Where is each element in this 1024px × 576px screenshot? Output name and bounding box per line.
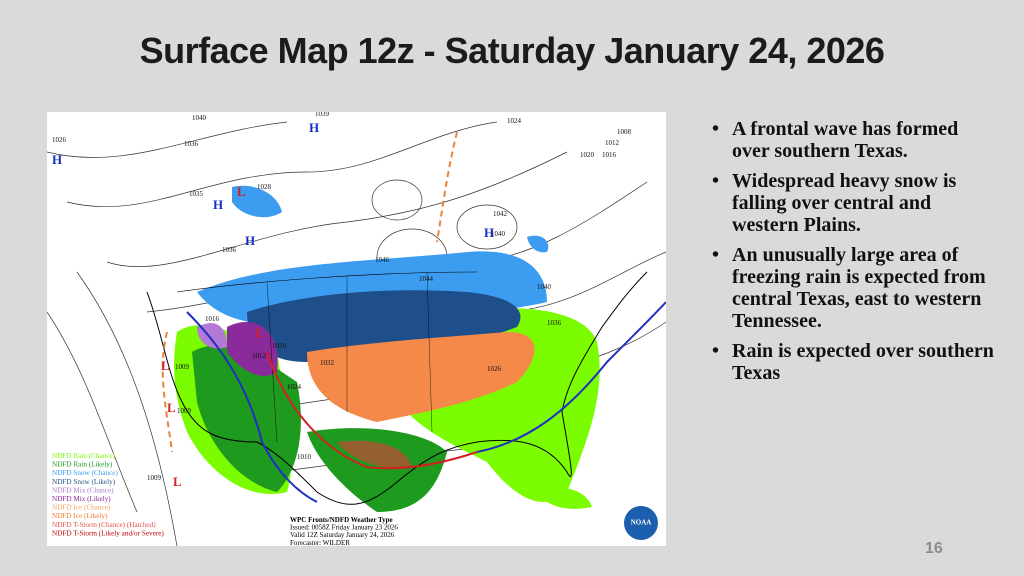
pressure-label: 1036 [222, 246, 237, 254]
pressure-label: 1040 [491, 230, 506, 238]
pressure-label: 1024 [507, 117, 522, 125]
pressure-label: 1046 [375, 256, 390, 264]
logo-text: NOAA [631, 519, 652, 527]
pressure-center: H [52, 152, 62, 167]
pressure-label: 1012 [605, 139, 620, 147]
legend-entry: NDFD T-Storm (Likely and/or Severe) [52, 529, 164, 537]
pressure-label: 1042 [493, 210, 508, 218]
slide-number: 16 [925, 540, 943, 557]
bullet: Widespread heavy snow is falling over ce… [712, 170, 997, 236]
coastline [146, 271, 648, 505]
pressure-label: 1026 [52, 136, 67, 144]
pressure-label: 1040 [192, 114, 207, 122]
caption-line: Valid 12Z Saturday January 24, 2026 [290, 531, 395, 539]
pressure-label: 1016 [602, 151, 617, 159]
pressure-label: 1028 [257, 183, 272, 191]
pressure-label: 1032 [320, 359, 335, 367]
pressure-center: L [161, 358, 170, 373]
pressure-center: H [309, 120, 319, 135]
legend-entry: NDFD Mix (Chance) [52, 486, 114, 494]
bullet: A frontal wave has formed over southern … [712, 118, 997, 162]
pressure-center: H [213, 197, 223, 212]
pressure-center: L [173, 474, 182, 489]
pressure-center: L [237, 184, 246, 199]
caption-line: WPC Fronts/NDFD Weather Type [290, 516, 393, 524]
pressure-label: 1009 [147, 474, 162, 482]
pressure-label: 1012 [252, 352, 267, 360]
precip-areas [174, 185, 600, 512]
pressure-label: 1009 [175, 363, 190, 371]
legend-entry: NDFD Rain (Likely) [52, 461, 113, 469]
map-legend: NDFD Rain (Chance)NDFD Rain (Likely)NDFD… [52, 452, 164, 537]
pressure-label: 1040 [537, 283, 552, 291]
pressure-center: H [245, 233, 255, 248]
caption-line: Forecaster: WILDER [290, 539, 350, 546]
fronts [161, 131, 666, 503]
pressure-center: L [255, 325, 264, 340]
caption-line: Issued: 0058Z Friday January 23 2026 [290, 524, 398, 532]
pressure-label: 1039 [315, 112, 330, 118]
bullet: An unusually large area of freezing rain… [712, 244, 997, 332]
legend-entry: NDFD Snow (Chance) [52, 469, 118, 477]
pressure-label: 1008 [617, 128, 632, 136]
pressure-label: 1020 [580, 151, 595, 159]
pressure-label: 1020 [272, 342, 287, 350]
legend-entry: NDFD Mix (Likely) [52, 495, 111, 503]
noaa-logo [624, 506, 658, 540]
pressure-label: 1016 [205, 315, 220, 323]
bullet-list: A frontal wave has formed over southern … [712, 118, 997, 392]
pressure-center: L [167, 400, 176, 415]
map-labels: 1040 1026 1036 1039 1024 1035 1028 1036 1008 1012… [52, 112, 632, 489]
pressure-label: 1009 [177, 407, 192, 415]
legend-entry: NDFD T-Storm (Chance) (Hatched) [52, 521, 156, 529]
pressure-label: 1044 [419, 275, 434, 283]
weather-map: 1040 1026 1036 1039 1024 1035 1028 1036 1008 1012… [47, 112, 666, 546]
legend-entry: NDFD Snow (Likely) [52, 478, 116, 486]
pressure-center: H [484, 225, 494, 240]
pressure-label: 1026 [487, 365, 502, 373]
legend-entry: NDFD Ice (Likely) [52, 512, 108, 520]
legend-entry: NDFD Rain (Chance) [52, 452, 116, 460]
pressure-label: 1036 [547, 319, 562, 327]
slide-title: Surface Map 12z - Saturday January 24, 2… [139, 30, 885, 71]
pressure-label: 1010 [297, 453, 312, 461]
bullet: Rain is expected over southern Texas [712, 340, 997, 384]
legend-entry: NDFD Ice (Chance) [52, 504, 111, 512]
pressure-label: 1035 [189, 190, 204, 198]
pressure-label: 1036 [184, 140, 199, 148]
pressure-label: 1024 [287, 383, 302, 391]
